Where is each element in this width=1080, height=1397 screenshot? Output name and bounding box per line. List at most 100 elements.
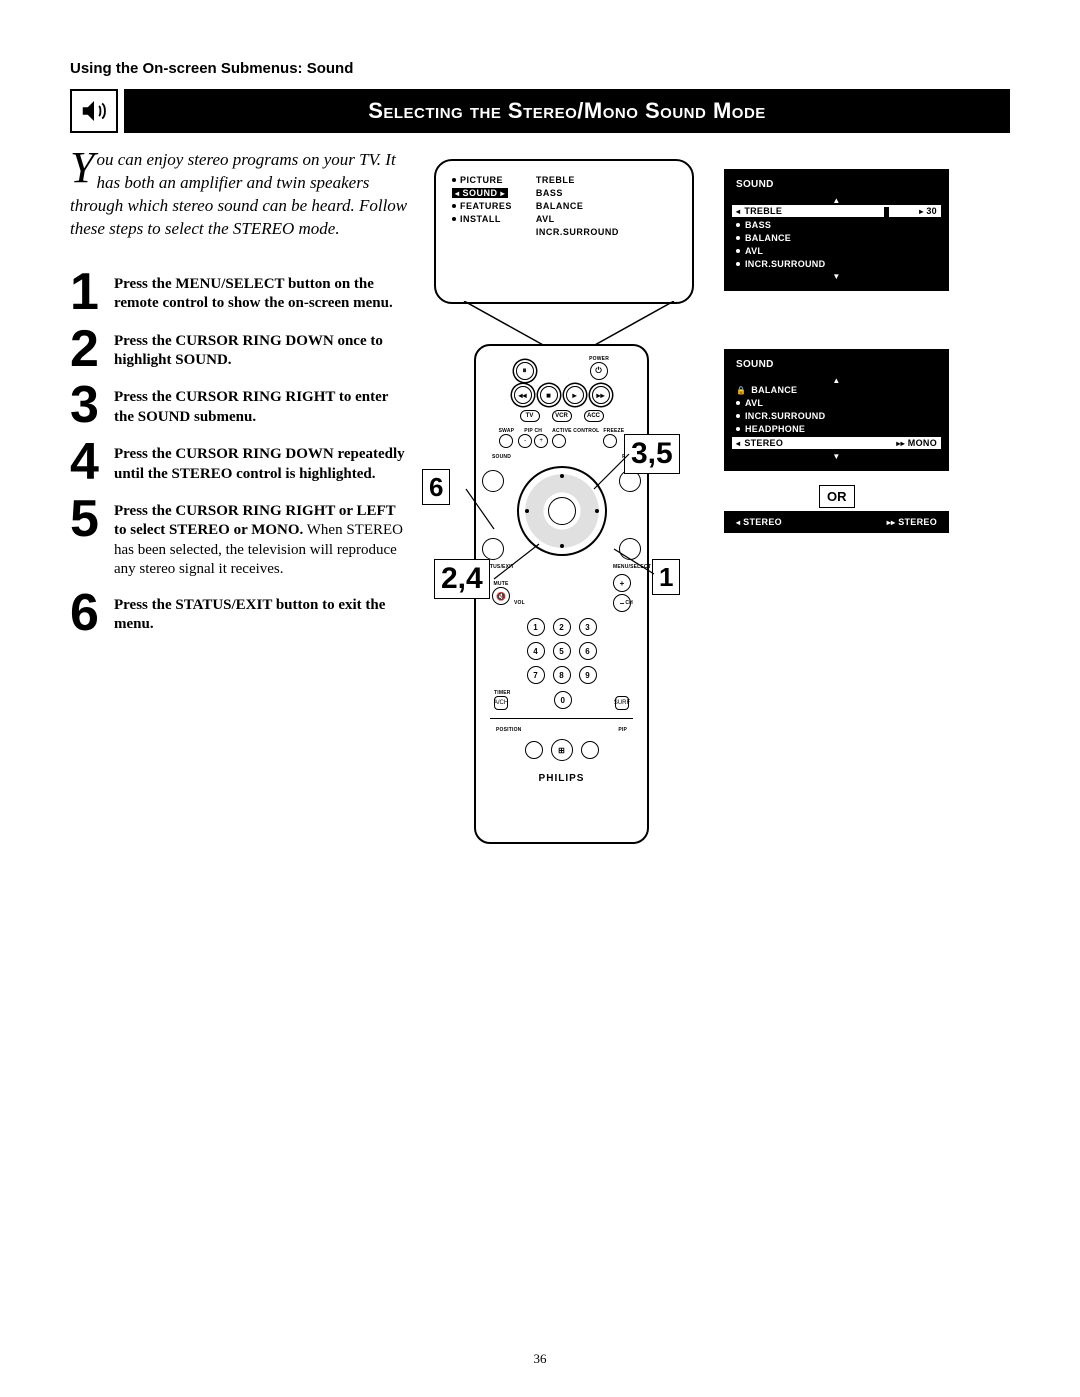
remote-control: POWER ⏸⏻ ◂◂ ■ ▸ ▸▸ TV VCR ACC SWAP PIP C… — [474, 344, 649, 844]
page-number: 36 — [0, 1351, 1080, 1367]
callout-2-4: 2,4 — [434, 559, 490, 599]
callout-3-5: 3,5 — [624, 434, 680, 474]
swap-label: SWAP — [499, 428, 515, 434]
osd-alt-row: ◂ STEREO ▸▸ STEREO — [724, 511, 949, 533]
osd-item: INCR.SURROUND — [736, 411, 937, 421]
pip-main-button[interactable]: ⊞ — [551, 739, 573, 761]
osd-sound-stereo: SOUND ▲ 🔒BALANCEAVLINCR.SURROUNDHEADPHON… — [724, 349, 949, 471]
left-column: You can enjoy stereo programs on your TV… — [70, 149, 410, 929]
tv-screen-menu: PICTURE ◂SOUND▸ FEATURES INSTALL TREBLE BASS… — [434, 159, 694, 304]
osd-item: HEADPHONE — [736, 424, 937, 434]
title-bar: Selecting the Stereo/Mono Sound Mode — [70, 89, 1010, 133]
tv-submenu-item: TREBLE — [536, 175, 619, 185]
or-label: OR — [819, 485, 855, 508]
keypad-6[interactable]: 6 — [579, 642, 597, 660]
swap-button[interactable] — [499, 434, 513, 448]
speaker-icon — [70, 89, 118, 133]
osd-item: BALANCE — [736, 233, 937, 243]
tv-submenu-item: AVL — [536, 214, 619, 224]
pip-label: PIP — [618, 727, 627, 733]
osd-item: BASS — [736, 220, 937, 230]
rewind-button[interactable]: ◂◂ — [514, 386, 532, 404]
step-text: Press the CURSOR RING RIGHT to enter the… — [114, 382, 410, 427]
osd-item: AVL — [736, 246, 937, 256]
step-text: Press the CURSOR RING RIGHT or LEFT to s… — [114, 496, 410, 580]
keypad-9[interactable]: 9 — [579, 666, 597, 684]
mute-button[interactable]: 🔇 — [492, 587, 510, 605]
step-text: Press the STATUS/EXIT button to exit the… — [114, 590, 410, 635]
menu-select-button[interactable] — [619, 538, 641, 560]
mute-label: MUTE — [492, 581, 510, 587]
ch-label: CH — [625, 600, 633, 606]
page-title: Selecting the Stereo/Mono Sound Mode — [124, 89, 1010, 133]
position-button[interactable] — [525, 741, 543, 759]
sound-label: SOUND — [492, 454, 511, 460]
osd-item: AVL — [736, 398, 937, 408]
acc-mode-button[interactable]: ACC — [584, 410, 604, 422]
vol-label: VOL — [514, 600, 525, 606]
keypad-0[interactable]: 0 — [554, 691, 572, 709]
dropcap: Y — [70, 149, 96, 186]
keypad-2[interactable]: 2 — [553, 618, 571, 636]
freeze-label: FREEZE — [603, 428, 624, 434]
osd1-highlight: ◂TREBLE ▸ 30 — [732, 205, 941, 217]
brand-logo: PHILIPS — [486, 773, 637, 784]
tv-menu-item: INSTALL — [452, 214, 512, 224]
osd2-title: SOUND — [736, 359, 937, 370]
callout-1: 1 — [652, 559, 680, 595]
step-text: Press the MENU/SELECT button on the remo… — [114, 269, 410, 314]
osd-item: 🔒BALANCE — [736, 385, 937, 395]
freeze-button[interactable] — [603, 434, 617, 448]
tv-submenu-item: BASS — [536, 188, 619, 198]
cursor-ring[interactable] — [517, 466, 607, 556]
pipch-down-button[interactable]: - — [518, 434, 532, 448]
step-number: 6 — [70, 590, 114, 637]
diagram: PICTURE ◂SOUND▸ FEATURES INSTALL TREBLE BASS… — [434, 149, 994, 929]
callout-6: 6 — [422, 469, 450, 505]
numeric-keypad: 123456789 TIMERA/CH 0 SURF — [486, 618, 637, 710]
tv-mode-button[interactable]: TV — [520, 410, 540, 422]
step-number: 3 — [70, 382, 114, 429]
tv-submenu-item: BALANCE — [536, 201, 619, 211]
step-number: 1 — [70, 269, 114, 316]
keypad-3[interactable]: 3 — [579, 618, 597, 636]
keypad-7[interactable]: 7 — [527, 666, 545, 684]
keypad-8[interactable]: 8 — [553, 666, 571, 684]
stop-button[interactable]: ■ — [540, 386, 558, 404]
pipch-up-button[interactable]: + — [534, 434, 548, 448]
steps-list: 1 Press the MENU/SELECT button on the re… — [70, 269, 410, 637]
keypad-4[interactable]: 4 — [527, 642, 545, 660]
keypad-5[interactable]: 5 — [553, 642, 571, 660]
tv-menu-item: FEATURES — [452, 201, 512, 211]
status-exit-button[interactable] — [482, 538, 504, 560]
step-number: 2 — [70, 326, 114, 373]
active-button[interactable] — [552, 434, 566, 448]
intro-body: ou can enjoy stereo programs on your TV.… — [70, 150, 407, 238]
ach-button[interactable]: A/CH — [494, 696, 508, 710]
sound-shortcut-button[interactable] — [482, 470, 504, 492]
step-number: 4 — [70, 439, 114, 486]
tv-menu-item: ◂SOUND▸ — [452, 188, 512, 198]
breadcrumb: Using the On-screen Submenus: Sound — [70, 60, 1010, 77]
ch-up-button[interactable]: + — [613, 574, 631, 592]
power-button[interactable]: ⏻ — [590, 362, 608, 380]
pip-button[interactable] — [581, 741, 599, 759]
play-button[interactable]: ▸ — [566, 386, 584, 404]
osd-sound-treble: SOUND ▲ ◂TREBLE ▸ 30 BASSBALANCEAVLINCR.… — [724, 169, 949, 291]
step-text: Press the CURSOR RING DOWN once to highl… — [114, 326, 410, 371]
vcr-mode-button[interactable]: VCR — [552, 410, 572, 422]
pause-button[interactable]: ⏸ — [516, 362, 534, 380]
right-column: PICTURE ◂SOUND▸ FEATURES INSTALL TREBLE BASS… — [434, 149, 1010, 929]
keypad-1[interactable]: 1 — [527, 618, 545, 636]
step-text: Press the CURSOR RING DOWN repeatedly un… — [114, 439, 410, 484]
osd1-title: SOUND — [736, 179, 937, 190]
intro-text: You can enjoy stereo programs on your TV… — [70, 149, 410, 241]
tv-menu-item: PICTURE — [452, 175, 512, 185]
osd-item: INCR.SURROUND — [736, 259, 937, 269]
surf-button[interactable]: SURF — [615, 696, 629, 710]
step-number: 5 — [70, 496, 114, 543]
ffwd-button[interactable]: ▸▸ — [592, 386, 610, 404]
osd2-highlight: ◂STEREO ▸▸ MONO — [732, 437, 941, 449]
menu-label: MENU/SELECT — [613, 564, 643, 570]
tv-submenu-item: INCR.SURROUND — [536, 227, 619, 237]
